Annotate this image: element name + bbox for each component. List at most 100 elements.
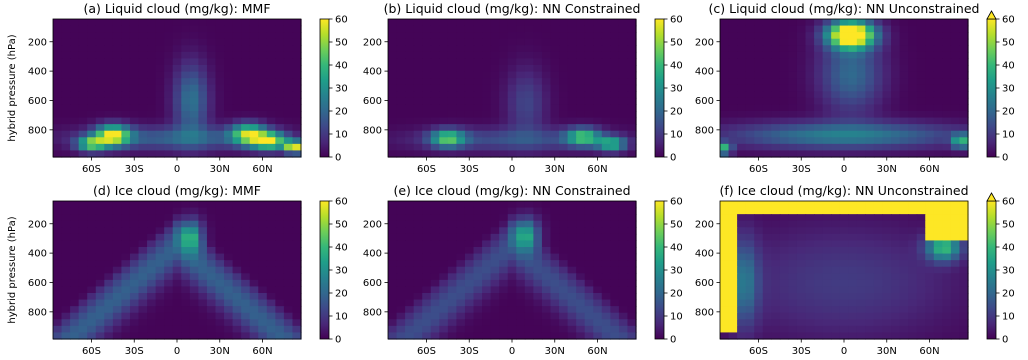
heatmap-cell <box>933 306 943 314</box>
heatmap-cell <box>610 325 620 334</box>
heatmap-cell <box>728 71 738 79</box>
heatmap-cell <box>249 137 259 145</box>
heatmap-cell <box>507 38 517 46</box>
heatmap-cell <box>181 279 191 288</box>
heatmap-cell <box>181 332 191 340</box>
heatmap-cell <box>447 137 458 145</box>
heatmap-cell <box>129 124 140 132</box>
heatmap-cell <box>473 227 483 235</box>
heatmap-cell <box>104 71 114 79</box>
heatmap-cell <box>601 91 611 99</box>
heatmap-cell <box>189 111 199 119</box>
heatmap-cell <box>439 247 449 255</box>
heatmap-cell <box>147 214 157 222</box>
heatmap-cell <box>524 260 534 268</box>
heatmap-cell <box>147 58 157 66</box>
heatmap-cell <box>473 273 483 281</box>
heatmap-cell <box>456 150 466 158</box>
heatmap-cell <box>232 312 242 320</box>
heatmap-cell <box>567 78 577 86</box>
heatmap-cell <box>618 207 629 215</box>
heatmap-cell <box>593 111 603 119</box>
heatmap-cell <box>899 201 909 209</box>
heatmap-cell <box>533 97 543 106</box>
heatmap-cell <box>507 71 517 79</box>
heatmap-cell <box>831 207 841 215</box>
heatmap-cell <box>473 111 483 119</box>
heatmap-cell <box>482 279 492 288</box>
heatmap-cell <box>198 97 208 106</box>
heatmap-cell <box>61 111 71 119</box>
heatmap-cell <box>873 253 884 261</box>
heatmap-cell <box>524 299 534 307</box>
heatmap-cell <box>155 293 165 301</box>
heatmap-cell <box>198 137 208 145</box>
heatmap-cell <box>533 32 543 40</box>
heatmap-cell <box>172 150 182 158</box>
heatmap-cell <box>627 319 637 327</box>
heatmap-cell <box>925 266 935 274</box>
heatmap-cell <box>224 45 234 53</box>
heatmap-cell <box>916 299 926 307</box>
heatmap-cell <box>206 266 217 274</box>
heatmap-cell <box>788 78 798 86</box>
heatmap-cell <box>771 293 781 301</box>
heatmap-cell <box>70 247 80 255</box>
heatmap-cell <box>78 150 88 158</box>
heatmap-cell <box>796 260 807 268</box>
heatmap-cell <box>95 227 105 235</box>
heatmap-cell <box>899 306 909 314</box>
heatmap-cell <box>856 45 866 53</box>
heatmap-cell <box>121 58 131 66</box>
heatmap-cell <box>796 332 807 340</box>
heatmap-cell <box>121 117 131 125</box>
heatmap-cell <box>865 58 875 66</box>
heatmap-cell <box>482 306 492 314</box>
heatmap-cell <box>104 332 114 340</box>
heatmap-cell <box>541 299 552 307</box>
heatmap-cell <box>78 214 88 222</box>
heatmap-cell <box>916 150 926 158</box>
heatmap-cell <box>925 130 935 138</box>
heatmap-cell <box>129 260 140 268</box>
heatmap-cell <box>745 25 755 33</box>
heatmap-cell <box>405 137 415 145</box>
heatmap-cell <box>198 240 208 248</box>
heatmap-cell <box>490 260 500 268</box>
heatmap-cell <box>933 233 943 242</box>
heatmap-cell <box>576 233 586 242</box>
heatmap-cell <box>933 130 943 138</box>
heatmap-cell <box>104 124 114 132</box>
heatmap-cell <box>258 97 268 106</box>
heatmap-cell <box>541 78 552 86</box>
heatmap-cell <box>550 25 560 33</box>
heatmap-cell <box>788 137 798 145</box>
heatmap-cell <box>720 201 730 209</box>
heatmap-cell <box>499 286 509 294</box>
heatmap-cell <box>550 214 560 222</box>
heatmap-cell <box>627 137 637 145</box>
heatmap-cell <box>942 233 952 242</box>
heatmap-cell <box>138 253 148 261</box>
heatmap-cell <box>754 240 764 248</box>
x-tick-label: 60S <box>82 164 101 175</box>
heatmap-cell <box>430 45 440 53</box>
heatmap-cell <box>627 207 637 215</box>
heatmap-cell <box>882 71 892 79</box>
heatmap-cell <box>771 286 781 294</box>
heatmap-cell <box>473 266 483 274</box>
heatmap-cell <box>805 65 815 73</box>
heatmap-cell <box>249 104 259 112</box>
heatmap-cell <box>61 279 71 288</box>
heatmap-cell <box>78 306 88 314</box>
heatmap-cell <box>422 286 432 294</box>
heatmap-cell <box>950 111 961 119</box>
heatmap-cell <box>873 332 884 340</box>
heatmap-cell <box>754 312 764 320</box>
heatmap-cell <box>147 293 157 301</box>
heatmap-cell <box>87 150 97 158</box>
heatmap-cell <box>839 78 849 86</box>
heatmap-cell <box>112 220 123 228</box>
heatmap-cell <box>215 299 225 307</box>
heatmap-cell <box>275 273 285 281</box>
